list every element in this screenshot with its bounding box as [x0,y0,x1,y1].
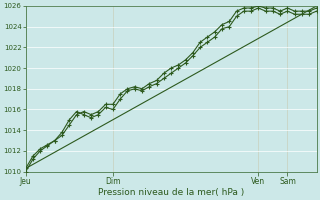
X-axis label: Pression niveau de la mer( hPa ): Pression niveau de la mer( hPa ) [98,188,244,197]
